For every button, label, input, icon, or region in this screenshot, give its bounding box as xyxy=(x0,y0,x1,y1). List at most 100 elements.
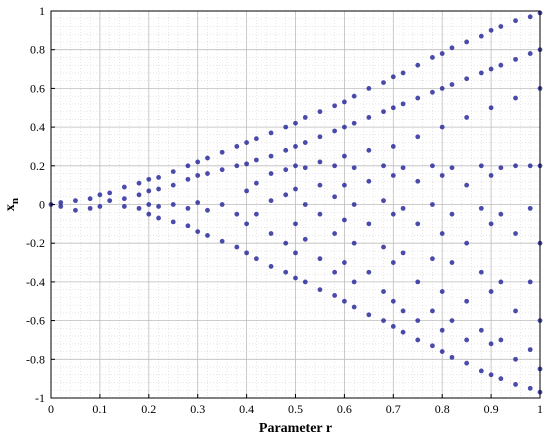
data-point xyxy=(513,382,518,387)
data-point xyxy=(415,279,421,285)
data-point xyxy=(513,56,518,62)
data-point xyxy=(342,182,347,188)
data-point xyxy=(87,205,93,211)
data-point xyxy=(439,51,445,56)
data-point xyxy=(430,89,435,95)
data-point xyxy=(464,298,470,304)
data-point xyxy=(302,202,308,207)
x-axis-label: Parameter r xyxy=(259,421,332,436)
data-point xyxy=(253,136,259,142)
data-point xyxy=(366,221,372,227)
data-point xyxy=(136,192,142,198)
data-point xyxy=(156,186,161,192)
data-point xyxy=(283,124,289,130)
data-point xyxy=(390,211,396,217)
data-point xyxy=(478,70,484,76)
data-point xyxy=(107,198,113,204)
data-point xyxy=(107,190,113,196)
data-point xyxy=(146,176,152,182)
data-point xyxy=(234,144,240,149)
data-point xyxy=(478,269,484,275)
data-point xyxy=(390,173,396,178)
data-point xyxy=(195,229,201,234)
data-point xyxy=(381,244,386,250)
x-tick-label: 0.7 xyxy=(386,402,401,416)
y-axis-label: xn xyxy=(3,198,21,211)
data-point xyxy=(430,308,435,314)
data-point xyxy=(381,163,386,169)
data-point xyxy=(185,176,191,182)
x-tick-label: 0.4 xyxy=(239,402,254,416)
data-point xyxy=(293,221,298,227)
data-point xyxy=(527,205,533,211)
data-point xyxy=(219,167,225,173)
data-point xyxy=(170,182,176,188)
data-point xyxy=(390,298,396,304)
data-point xyxy=(478,205,484,211)
data-point xyxy=(121,184,127,190)
data-point xyxy=(439,86,445,91)
data-point xyxy=(439,124,445,130)
data-point xyxy=(527,51,533,56)
data-point xyxy=(464,182,470,188)
data-point xyxy=(234,211,240,217)
data-point xyxy=(293,163,298,169)
data-point xyxy=(219,202,225,207)
data-point xyxy=(366,147,372,153)
data-point xyxy=(415,318,421,323)
data-point xyxy=(439,327,445,333)
data-point xyxy=(234,163,240,169)
data-point xyxy=(449,165,455,171)
data-point xyxy=(268,153,274,159)
y-tick-label: -0.8 xyxy=(26,352,45,366)
data-point xyxy=(400,165,406,171)
data-point xyxy=(185,205,191,211)
data-point xyxy=(449,82,455,87)
data-point xyxy=(464,76,470,82)
data-point xyxy=(498,337,504,343)
data-point xyxy=(317,287,323,293)
y-axis-label-main: x xyxy=(3,204,18,211)
data-point xyxy=(195,200,201,205)
data-point xyxy=(351,93,357,99)
data-point xyxy=(293,250,298,256)
data-point xyxy=(415,337,421,343)
data-point xyxy=(390,144,396,149)
data-point xyxy=(478,163,484,169)
data-point xyxy=(400,250,406,256)
data-point xyxy=(293,186,298,192)
data-point xyxy=(253,180,259,186)
data-points xyxy=(48,10,543,395)
data-point xyxy=(156,204,161,209)
data-point xyxy=(97,204,103,209)
data-point xyxy=(317,211,323,217)
data-point xyxy=(527,14,533,20)
data-point xyxy=(449,211,455,217)
data-point xyxy=(366,312,372,318)
data-point xyxy=(268,130,274,136)
data-point xyxy=(219,238,225,244)
data-point xyxy=(464,39,470,45)
y-tick-label: -0.6 xyxy=(26,314,45,328)
data-point xyxy=(293,120,298,126)
data-point xyxy=(439,349,445,354)
data-point xyxy=(498,165,504,171)
data-point xyxy=(381,198,386,204)
data-point xyxy=(283,240,289,246)
data-point xyxy=(464,240,470,246)
data-point xyxy=(268,171,274,176)
x-tick-label: 0 xyxy=(48,402,54,416)
data-point xyxy=(400,205,406,211)
data-point xyxy=(332,231,338,236)
data-point xyxy=(513,308,518,314)
data-point xyxy=(317,134,323,140)
data-point xyxy=(415,221,421,227)
data-point xyxy=(415,178,421,184)
data-point xyxy=(283,192,289,198)
data-point xyxy=(430,55,435,60)
data-point xyxy=(488,27,494,33)
y-tick-label: 1 xyxy=(39,4,45,18)
data-point xyxy=(478,327,484,333)
data-point xyxy=(513,95,518,101)
